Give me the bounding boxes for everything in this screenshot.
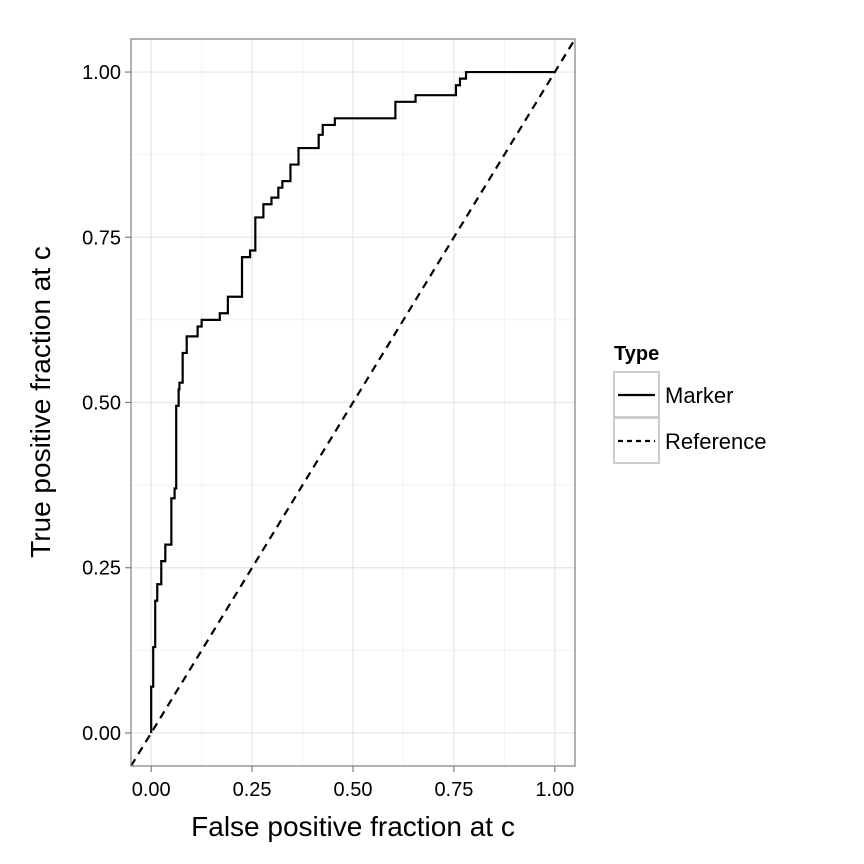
x-tick-label: 0.25: [233, 779, 272, 801]
y-tick-label: 1.00: [82, 62, 121, 84]
x-tick-label: 0.50: [334, 779, 373, 801]
legend: Type Marker Reference: [613, 343, 767, 464]
y-axis: 0.00 0.25 0.50 0.75 1.00: [82, 62, 131, 745]
x-tick-label: 1.00: [535, 779, 574, 801]
legend-label-marker: Marker: [665, 383, 733, 408]
series-line-marker: [150, 70, 555, 733]
y-tick-label: 0.25: [82, 558, 121, 580]
series-line-reference: [130, 38, 576, 767]
y-tick-label: 0.50: [82, 393, 121, 415]
y-tick-label: 0.75: [82, 227, 121, 249]
x-tick-label: 0.75: [434, 779, 473, 801]
x-tick-label: 0.00: [132, 779, 171, 801]
x-axis-title: False positive fraction at c: [191, 811, 515, 842]
y-tick-label: 0.00: [82, 723, 121, 745]
series-layer: [130, 38, 576, 767]
x-axis: 0.00 0.25 0.50 0.75 1.00: [132, 766, 574, 801]
legend-title: Type: [614, 343, 659, 365]
y-axis-title: True positive fraction at c: [25, 246, 56, 558]
legend-label-reference: Reference: [665, 429, 767, 454]
